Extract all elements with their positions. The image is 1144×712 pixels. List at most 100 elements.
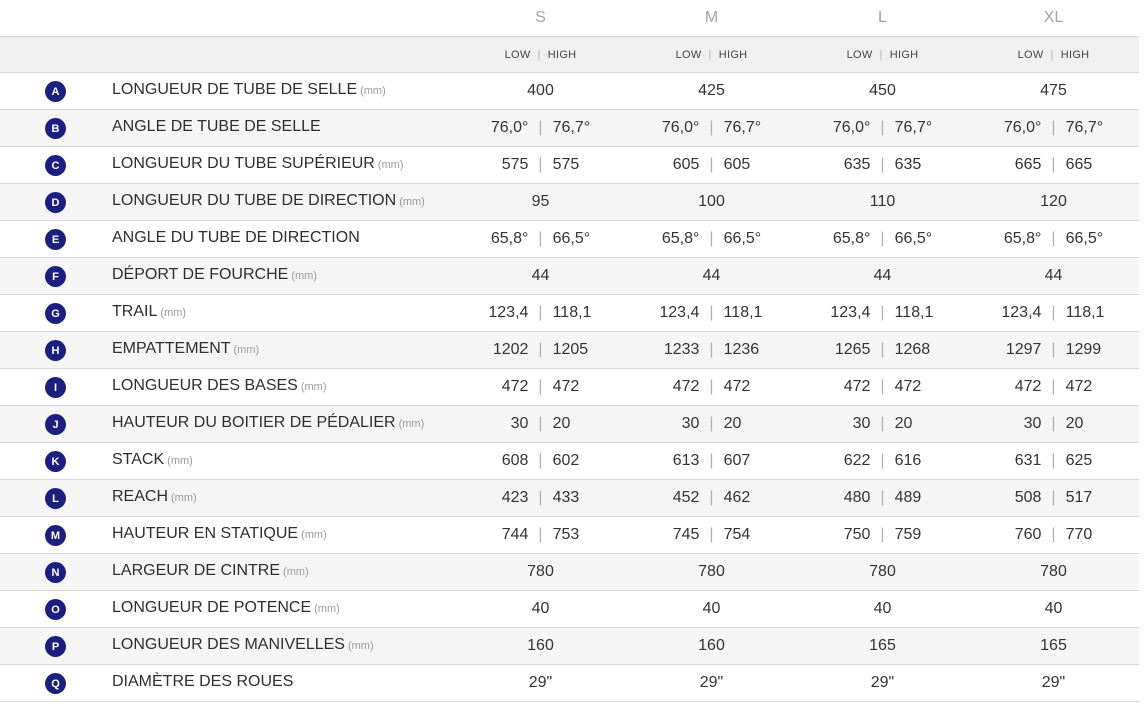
value-cell: 30 | 20 [968, 415, 1139, 433]
value-cell: 472 | 472 [455, 378, 626, 396]
low-value: 1265 [834, 341, 871, 358]
value-cell: 750 | 759 [797, 526, 968, 544]
value-cell: 665 | 665 [968, 156, 1139, 174]
low-high-pair: 665 | 665 [991, 156, 1115, 174]
value-cell: 575 | 575 [455, 156, 626, 174]
single-value: 40 [873, 600, 892, 617]
high-value: 20 [723, 415, 742, 432]
single-value: 40 [1044, 600, 1063, 617]
measurement-label: LONGUEUR DES MANIVELLES [112, 636, 345, 653]
high-value: 118,1 [723, 304, 763, 321]
separator: | [709, 415, 714, 432]
separator: | [537, 48, 541, 61]
badge-column: B [0, 110, 112, 146]
measurement-label-cell: HAUTEUR DU BOITIER DE PÉDALIER (mm) [112, 414, 455, 432]
value-cell: 40 [626, 600, 797, 618]
table-row: F DÉPORT DE FOURCHE (mm) 44 44 44 44 [0, 258, 1139, 295]
low-high-pair: 76,0° | 76,7° [478, 119, 602, 137]
high-value: 76,7° [552, 119, 591, 136]
single-value: 40 [702, 600, 721, 617]
high-value: 605 [723, 156, 751, 173]
measurement-label-cell: LONGUEUR DU TUBE DE DIRECTION (mm) [112, 192, 455, 210]
single-value: 120 [1040, 193, 1067, 210]
high-value: 602 [552, 452, 580, 469]
low-value: 613 [672, 452, 700, 469]
low-high-pair: 65,8° | 66,5° [991, 230, 1115, 248]
separator: | [538, 341, 543, 358]
badge-column: I [0, 369, 112, 405]
table-row: M HAUTEUR EN STATIQUE (mm) 744 | 753 745 | 754 75… [0, 517, 1139, 554]
low-high-pair: 635 | 635 [820, 156, 944, 174]
badge-column: J [0, 406, 112, 442]
low-high-pair: 1265 | 1268 [820, 341, 944, 359]
high-value: 754 [723, 526, 751, 543]
separator: | [709, 156, 714, 173]
measurement-label-cell: DIAMÈTRE DES ROUES [112, 673, 455, 691]
low-value: 1297 [1005, 341, 1042, 358]
single-value: 450 [869, 82, 896, 99]
value-cell: 30 | 20 [455, 415, 626, 433]
unit-label: (mm) [399, 196, 425, 208]
measurement-label: ANGLE DU TUBE DE DIRECTION [112, 229, 360, 246]
separator: | [709, 304, 714, 321]
low-high-pair: 1297 | 1299 [991, 341, 1115, 359]
size-header-s: S [535, 9, 546, 26]
value-cell: 30 | 20 [797, 415, 968, 433]
unit-label: (mm) [301, 529, 327, 541]
low-high-pair: 123,4 | 118,1 [478, 304, 602, 322]
low-high-pair: 123,4 | 118,1 [649, 304, 773, 322]
low-value: 65,8° [490, 230, 529, 247]
value-cell: 65,8° | 66,5° [968, 230, 1139, 248]
low-high-pair: 423 | 433 [478, 489, 602, 507]
measurement-letter-badge: J [45, 414, 66, 435]
value-cell: 613 | 607 [626, 452, 797, 470]
value-cell: 65,8° | 66,5° [797, 230, 968, 248]
high-label: HIGH [718, 48, 748, 61]
measurement-label: LONGUEUR DU TUBE DE DIRECTION [112, 192, 397, 209]
single-value: 780 [698, 563, 725, 580]
unit-label: (mm) [291, 270, 317, 282]
single-value: 165 [1040, 637, 1067, 654]
badge-column: H [0, 332, 112, 368]
value-cell: 450 [797, 82, 968, 100]
value-cell: 40 [797, 600, 968, 618]
value-cell: 472 | 472 [626, 378, 797, 396]
separator: | [709, 378, 714, 395]
low-value: 665 [1014, 156, 1042, 173]
high-value: 489 [894, 489, 922, 506]
low-value: 423 [501, 489, 529, 506]
value-cell: 425 [626, 82, 797, 100]
table-row: I LONGUEUR DES BASES (mm) 472 | 472 472 | 472 472… [0, 369, 1139, 406]
single-value: 44 [702, 267, 721, 284]
measurement-label-cell: DÉPORT DE FOURCHE (mm) [112, 266, 455, 284]
measurement-label-cell: LONGUEUR DU TUBE SUPÉRIEUR (mm) [112, 155, 455, 173]
value-cell: 1202 | 1205 [455, 341, 626, 359]
low-value: 750 [843, 526, 871, 543]
unit-label: (mm) [360, 85, 386, 97]
low-high-pair: 76,0° | 76,7° [649, 119, 773, 137]
low-high-header-cell: LOW | HIGH [797, 37, 968, 72]
low-high-pair: 123,4 | 118,1 [820, 304, 944, 322]
value-cell: 452 | 462 [626, 489, 797, 507]
high-value: 635 [894, 156, 922, 173]
measurement-label: LONGUEUR DU TUBE SUPÉRIEUR [112, 155, 375, 172]
high-value: 118,1 [552, 304, 592, 321]
measurement-letter-badge: C [45, 155, 66, 176]
separator: | [880, 378, 885, 395]
measurement-label-cell: TRAIL (mm) [112, 303, 455, 321]
single-value: 780 [869, 563, 896, 580]
value-cell: 165 [797, 637, 968, 655]
separator: | [1051, 415, 1056, 432]
unit-label: (mm) [347, 640, 374, 652]
value-cell: 635 | 635 [797, 156, 968, 174]
low-value: 1202 [492, 341, 529, 358]
measurement-label: HAUTEUR EN STATIQUE [112, 525, 299, 542]
unit-label: (mm) [314, 603, 340, 615]
low-value: 452 [672, 489, 700, 506]
low-value: 472 [672, 378, 700, 395]
size-header-m: M [704, 9, 719, 26]
value-cell: 120 [968, 193, 1139, 211]
badge-column: F [0, 258, 112, 294]
separator: | [880, 304, 885, 321]
separator: | [1051, 304, 1056, 321]
